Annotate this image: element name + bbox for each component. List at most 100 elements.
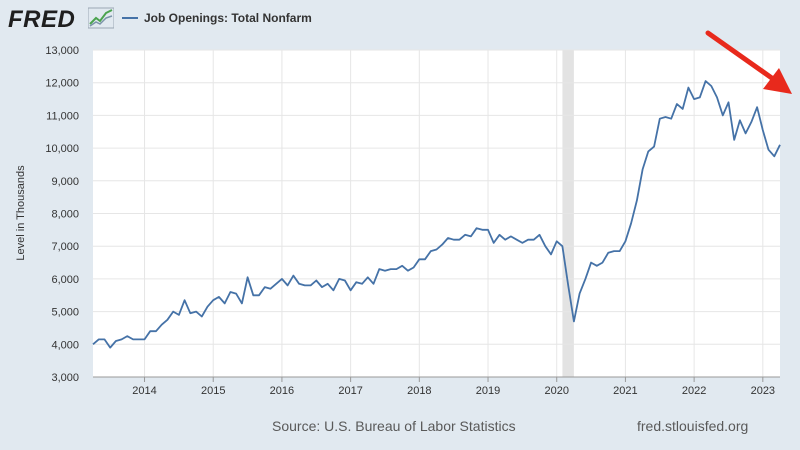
data-point [634, 198, 639, 203]
x-tick-label: 2017 [338, 385, 362, 397]
data-point [778, 142, 783, 147]
data-point [285, 283, 290, 288]
data-point [646, 149, 651, 154]
data-point [451, 237, 456, 242]
data-point [331, 288, 336, 293]
source-text: Source: U.S. Bureau of Labor Statistics [272, 418, 516, 434]
data-point [474, 226, 479, 231]
data-point [440, 242, 445, 247]
data-point [715, 95, 720, 100]
data-point [400, 263, 405, 268]
data-point [171, 309, 176, 314]
data-point [577, 291, 582, 296]
data-point [371, 281, 376, 286]
data-point [543, 244, 548, 249]
data-point [526, 237, 531, 242]
x-tick-label: 2018 [407, 385, 431, 397]
data-point [176, 312, 181, 317]
data-point [514, 237, 519, 242]
data-point [239, 301, 244, 306]
data-point [405, 268, 410, 273]
data-point [142, 337, 147, 342]
data-point [388, 267, 393, 272]
data-point [692, 97, 697, 102]
data-point [234, 291, 239, 296]
data-point [274, 281, 279, 286]
data-point [520, 240, 525, 245]
site-link[interactable]: fred.stlouisfed.org [637, 418, 749, 434]
data-point [686, 85, 691, 90]
data-point [182, 298, 187, 303]
data-point [199, 314, 204, 319]
data-point [760, 128, 765, 133]
data-point [96, 337, 101, 342]
data-point [726, 100, 731, 105]
data-point [720, 113, 725, 118]
data-point [652, 144, 657, 149]
data-point [486, 227, 491, 232]
data-point [153, 329, 158, 334]
data-point [394, 267, 399, 272]
red-arrow-annotation [705, 30, 792, 94]
data-point [119, 337, 124, 342]
chart-legend: Job Openings: Total Nonfarm [122, 11, 312, 25]
data-point [108, 345, 113, 350]
data-point [125, 334, 130, 339]
arrow-shaft [705, 30, 779, 84]
data-point [279, 276, 284, 281]
data-point [325, 281, 330, 286]
series-group [92, 80, 783, 350]
data-point [205, 304, 210, 309]
y-tick-label: 9,000 [51, 176, 79, 188]
data-point [480, 227, 485, 232]
data-point [342, 278, 347, 283]
data-point [131, 337, 136, 342]
data-point [136, 337, 141, 342]
y-tick-label: 10,000 [45, 143, 79, 155]
data-point [113, 339, 118, 344]
data-point [457, 237, 462, 242]
legend-label: Job Openings: Total Nonfarm [144, 11, 312, 25]
data-point [766, 147, 771, 152]
fred-chart-icon [88, 7, 114, 29]
data-point [308, 283, 313, 288]
data-point [337, 276, 342, 281]
data-point [102, 337, 107, 342]
arrow-head [763, 68, 792, 94]
y-tick-label: 4,000 [51, 339, 79, 351]
y-tick-label: 13,000 [45, 45, 79, 57]
data-point [663, 115, 668, 120]
x-tick-label: 2021 [613, 385, 637, 397]
x-tick-label: 2016 [270, 385, 294, 397]
data-point [211, 298, 216, 303]
fred-logo[interactable]: FRED [8, 6, 76, 33]
data-point [468, 234, 473, 239]
data-point [611, 249, 616, 254]
data-point [159, 322, 164, 327]
data-point [508, 234, 513, 239]
data-point [657, 116, 662, 121]
y-tick-label: 5,000 [51, 307, 79, 319]
data-point [354, 280, 359, 285]
data-point [463, 232, 468, 237]
data-point [377, 267, 382, 272]
data-point [571, 319, 576, 324]
data-point [291, 273, 296, 278]
y-tick-label: 11,000 [46, 110, 79, 122]
data-point [606, 250, 611, 255]
data-point [165, 317, 170, 322]
data-point [503, 237, 508, 242]
y-tick-label: 12,000 [45, 78, 79, 90]
data-point [566, 283, 571, 288]
data-point [216, 294, 221, 299]
data-point [537, 232, 542, 237]
data-point [491, 240, 496, 245]
data-point [669, 116, 674, 121]
data-point [497, 232, 502, 237]
data-point [245, 275, 250, 280]
data-point [549, 252, 554, 257]
data-point [360, 281, 365, 286]
data-point [228, 289, 233, 294]
data-point [348, 288, 353, 293]
